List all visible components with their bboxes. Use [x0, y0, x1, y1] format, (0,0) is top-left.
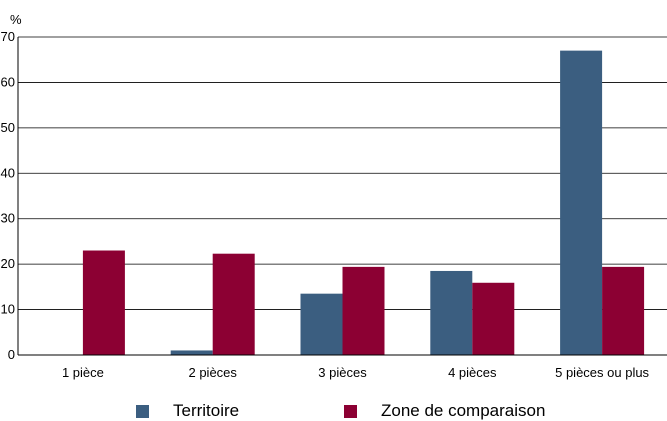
bar-zone-de-comparaison — [472, 282, 515, 355]
y-tick-label: 70 — [1, 29, 15, 44]
y-tick-label: 10 — [1, 302, 15, 317]
bar-territoire — [560, 50, 603, 355]
bars — [82, 50, 645, 355]
x-tick-label: 5 pièces ou plus — [555, 365, 649, 380]
legend-item-territoire: Territoire — [136, 401, 239, 421]
bar-territoire — [430, 270, 473, 355]
bar-zone-de-comparaison — [82, 250, 125, 355]
x-tick-label: 2 pièces — [188, 365, 237, 380]
y-axis-ticks: 0 10 20 30 40 50 60 70 — [1, 29, 15, 362]
y-tick-label: 40 — [1, 165, 15, 180]
bar-territoire — [170, 350, 213, 355]
legend-label-territoire: Territoire — [173, 401, 240, 420]
legend-swatch-zone-de-comparaison — [344, 404, 357, 418]
legend-label-zone-de-comparaison: Zone de comparaison — [381, 401, 546, 420]
y-tick-label: 0 — [8, 347, 15, 362]
x-tick-label: 1 pièce — [62, 365, 104, 380]
x-tick-label: 4 pièces — [448, 365, 497, 380]
bar-zone-de-comparaison — [212, 253, 255, 355]
y-tick-label: 50 — [1, 120, 15, 135]
legend-swatch-territoire — [136, 404, 149, 418]
bar-territoire — [300, 293, 343, 355]
bar-zone-de-comparaison — [602, 266, 645, 355]
gridlines — [18, 36, 667, 356]
bar-zone-de-comparaison — [342, 266, 385, 355]
y-tick-label: 30 — [1, 211, 15, 226]
y-tick-label: 60 — [1, 74, 15, 89]
y-tick-label: 20 — [1, 256, 15, 271]
x-tick-label: 3 pièces — [318, 365, 367, 380]
legend-item-zone-de-comparaison: Zone de comparaison — [344, 401, 545, 421]
y-axis-unit-label: % — [10, 12, 22, 27]
x-axis-labels: 1 pièce 2 pièces 3 pièces 4 pièces 5 pièces … — [62, 365, 650, 380]
axes — [17, 37, 667, 356]
